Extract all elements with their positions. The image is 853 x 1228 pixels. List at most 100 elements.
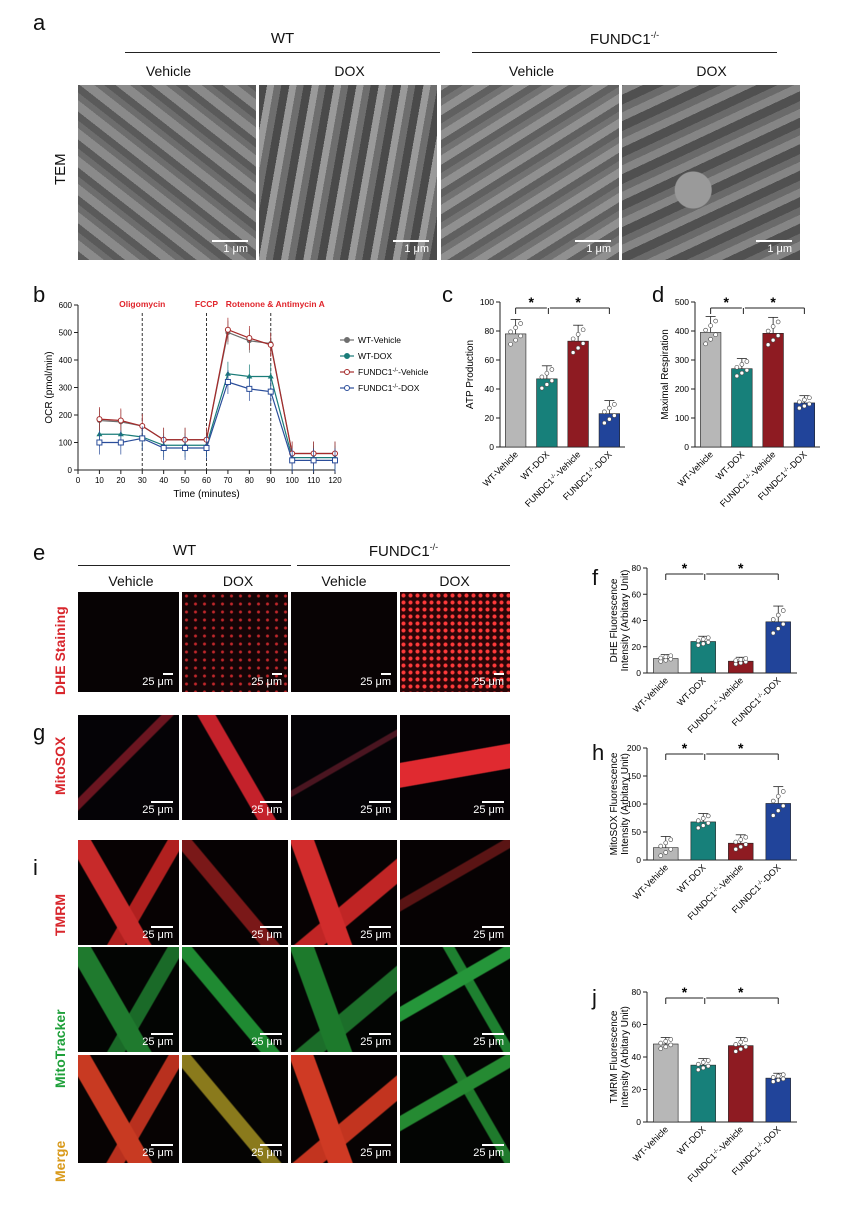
significance-star: * xyxy=(770,294,776,310)
cond-label: Vehicle xyxy=(508,63,555,79)
scale-bar: 25 μm xyxy=(133,673,173,688)
significance-star: * xyxy=(738,984,744,1000)
data-point xyxy=(743,842,749,847)
data-point xyxy=(549,367,555,372)
data-point xyxy=(802,403,807,409)
data-point xyxy=(544,382,550,387)
ocr-line-chart: 0 100 200 300 400 500 600 0 10 20 30 40 50 60 70 80 90 10… xyxy=(44,299,429,500)
injection-label: Rotenone & Antimycin A xyxy=(226,299,325,309)
data-point xyxy=(797,405,802,411)
panel-letter-j: j xyxy=(592,985,597,1010)
tem-image-wt-dox: 1 μm xyxy=(259,85,437,260)
scale-bar: 25 μm xyxy=(351,801,391,816)
data-point xyxy=(539,374,545,380)
bar xyxy=(690,1064,716,1123)
data-point xyxy=(668,653,674,659)
atp-production-chart: 0 20 40 60 80 100 ATP Production WT-VehicleWT-D… xyxy=(465,294,625,509)
series-line xyxy=(99,328,335,455)
data-point xyxy=(508,329,513,335)
data-point xyxy=(96,439,103,446)
data-point xyxy=(705,635,711,641)
x-tick-label: FUNDC1-/--Vehicle xyxy=(523,449,583,509)
data-point xyxy=(738,1046,744,1052)
data-point xyxy=(738,1039,744,1045)
data-point xyxy=(246,385,253,392)
data-point xyxy=(770,1079,776,1084)
x-tick-label: 80 xyxy=(245,476,254,485)
data-point xyxy=(708,336,713,342)
x-tick-label: 40 xyxy=(159,476,168,485)
data-point xyxy=(700,1065,706,1071)
cond-label: Vehicle xyxy=(145,63,192,79)
data-point xyxy=(700,641,706,647)
panel-letter-b: b xyxy=(33,282,46,307)
y-axis-label: ATP Production xyxy=(465,340,476,409)
bar xyxy=(731,368,753,448)
significance-star: * xyxy=(682,984,688,1000)
bar xyxy=(567,340,589,448)
scale-bar: 25 μm xyxy=(242,673,282,688)
tmrm-image-wt-vehicle: 25 μm xyxy=(78,840,179,945)
data-point xyxy=(797,399,802,405)
data-point xyxy=(612,413,617,418)
data-point xyxy=(663,840,669,846)
x-tick-label: 60 xyxy=(202,476,211,485)
data-point xyxy=(713,318,718,324)
data-point xyxy=(539,385,545,391)
bar xyxy=(536,378,558,448)
row-label-mitotracker: MitoTracker xyxy=(52,1009,68,1088)
panel-letter-d: d xyxy=(652,282,665,307)
y-tick-label: 20 xyxy=(632,1085,642,1095)
y-axis-label: Intensity (Arbitary Unit) xyxy=(620,753,631,855)
bar xyxy=(728,1045,754,1123)
data-point xyxy=(738,657,744,662)
data-point xyxy=(549,378,555,384)
cond-label: DOX xyxy=(439,573,470,589)
data-point xyxy=(700,1060,706,1065)
y-axis-label: Intensity (Arbitary Unit) xyxy=(620,1006,631,1108)
dhe-image-fundc1-dox: 25 μm xyxy=(400,592,510,692)
scale-bar: 1 μm xyxy=(389,240,429,255)
scale-bar: 25 μm xyxy=(242,801,282,816)
data-point xyxy=(738,844,744,850)
y-tick-label: 40 xyxy=(632,1052,642,1062)
y-tick-label: 60 xyxy=(632,1020,642,1030)
group-label-fundc1: FUNDC1-/- xyxy=(368,542,439,560)
x-tick-label: WT-Vehicle xyxy=(481,449,520,488)
row-label-tmrm: TMRM xyxy=(52,894,68,936)
data-point xyxy=(775,1077,781,1083)
data-point xyxy=(713,332,718,338)
panel-letter-i: i xyxy=(33,855,38,880)
y-tick-label: 100 xyxy=(480,297,494,307)
data-point xyxy=(743,1044,749,1050)
merge-image-fundc1-dox: 25 μm xyxy=(400,1055,510,1163)
data-point xyxy=(733,839,739,845)
x-tick-label: WT-DOX xyxy=(714,449,747,482)
legend-label: FUNDC1-/--Vehicle xyxy=(358,367,429,377)
injection-label: FCCP xyxy=(195,299,218,309)
y-tick-label: 80 xyxy=(632,987,642,997)
dhe-image-wt-dox: 25 μm xyxy=(182,592,288,692)
data-point xyxy=(703,327,708,333)
y-tick-label: 150 xyxy=(627,771,641,781)
panel-letter-c: c xyxy=(442,282,453,307)
group-label-wt: WT xyxy=(172,542,197,559)
panel-letter-f: f xyxy=(592,565,599,590)
data-point xyxy=(508,341,513,347)
x-tick-label: WT-DOX xyxy=(675,862,708,895)
bar xyxy=(690,641,716,674)
data-point xyxy=(780,1072,786,1077)
scale-bar: 25 μm xyxy=(351,926,391,941)
data-point xyxy=(668,1042,674,1048)
legend-marker xyxy=(344,385,350,391)
mitotracker-image-fundc1-vehicle: 25 μm xyxy=(291,947,397,1052)
group-line-fundc1 xyxy=(297,565,510,566)
data-point xyxy=(744,359,750,364)
y-tick-label: 0 xyxy=(489,442,494,452)
data-point xyxy=(575,345,581,351)
data-point xyxy=(695,638,701,644)
data-point xyxy=(580,327,586,333)
panel-letter-e: e xyxy=(33,540,46,565)
data-point xyxy=(607,405,612,411)
y-axis-label: DHE Fluorescence xyxy=(609,578,620,662)
